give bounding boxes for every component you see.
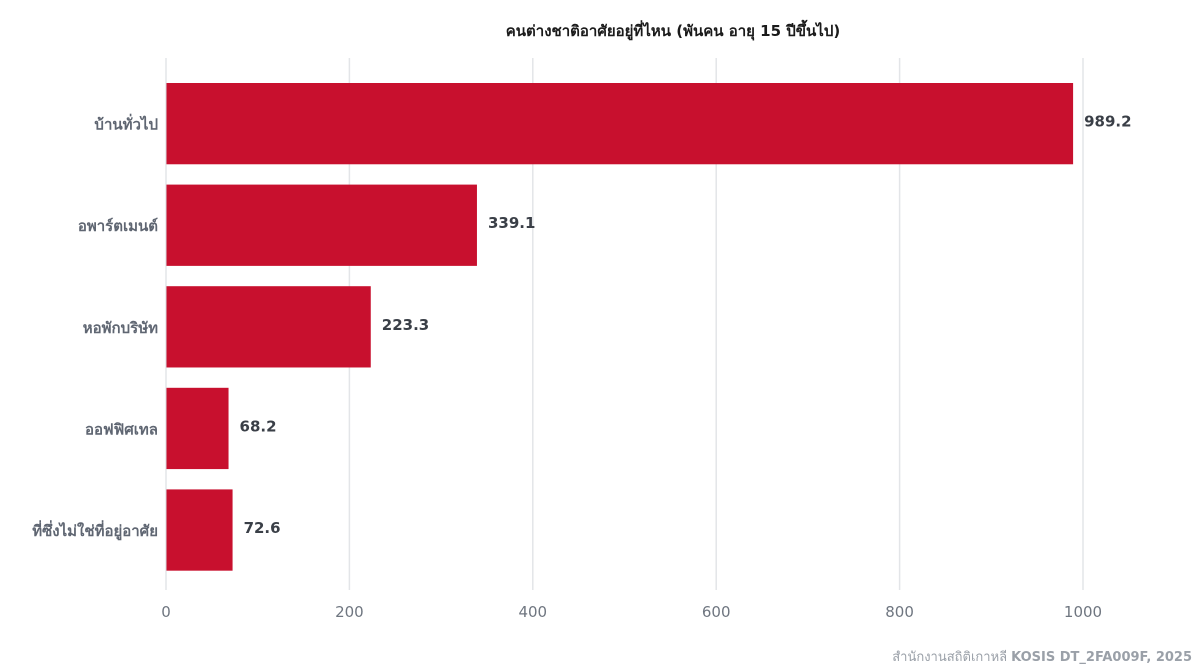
bars [166,83,1074,571]
bar [166,387,229,470]
x-tick-label: 800 [885,603,914,621]
bar [166,184,477,266]
labels: บ้านทั่วไป 989.2 อพาร์ตเมนต์ 339.1 หอพักบริษ… [32,113,1131,541]
bar [166,286,371,368]
x-tick-label: 200 [335,603,364,621]
bar [166,489,233,571]
category-label: ที่ซึ่งไม่ใช่ที่อยู่อาศัย [32,520,158,541]
value-label: 223.3 [382,316,429,334]
bar [166,83,1074,165]
x-axis-ticks: 0 200 400 600 800 1000 [161,603,1102,621]
value-label: 68.2 [240,417,277,435]
x-tick-label: 0 [161,603,171,621]
x-tick-label: 400 [518,603,547,621]
category-label: อพาร์ตเมนต์ [78,217,158,235]
value-label: 989.2 [1084,113,1131,131]
value-label: 72.6 [244,519,281,537]
value-label: 339.1 [488,214,535,232]
x-tick-label: 1000 [1064,603,1102,621]
chart-title: คนต่างชาติอาศัยอยู่ที่ไหน (พันคน อายุ 15… [506,19,840,41]
category-label: หอพักบริษัท [83,319,158,337]
category-label: ออฟฟิศเทล [85,420,158,438]
category-label: บ้านทั่วไป [94,114,158,134]
source-prefix: สำนักงานสถิติเกาหลี [892,649,1007,665]
x-tick-label: 600 [702,603,731,621]
source-note: สำนักงานสถิติเกาหลี KOSIS DT_2FA009F, 202… [892,649,1192,665]
source-detail: KOSIS DT_2FA009F, 2025 [1011,650,1192,665]
